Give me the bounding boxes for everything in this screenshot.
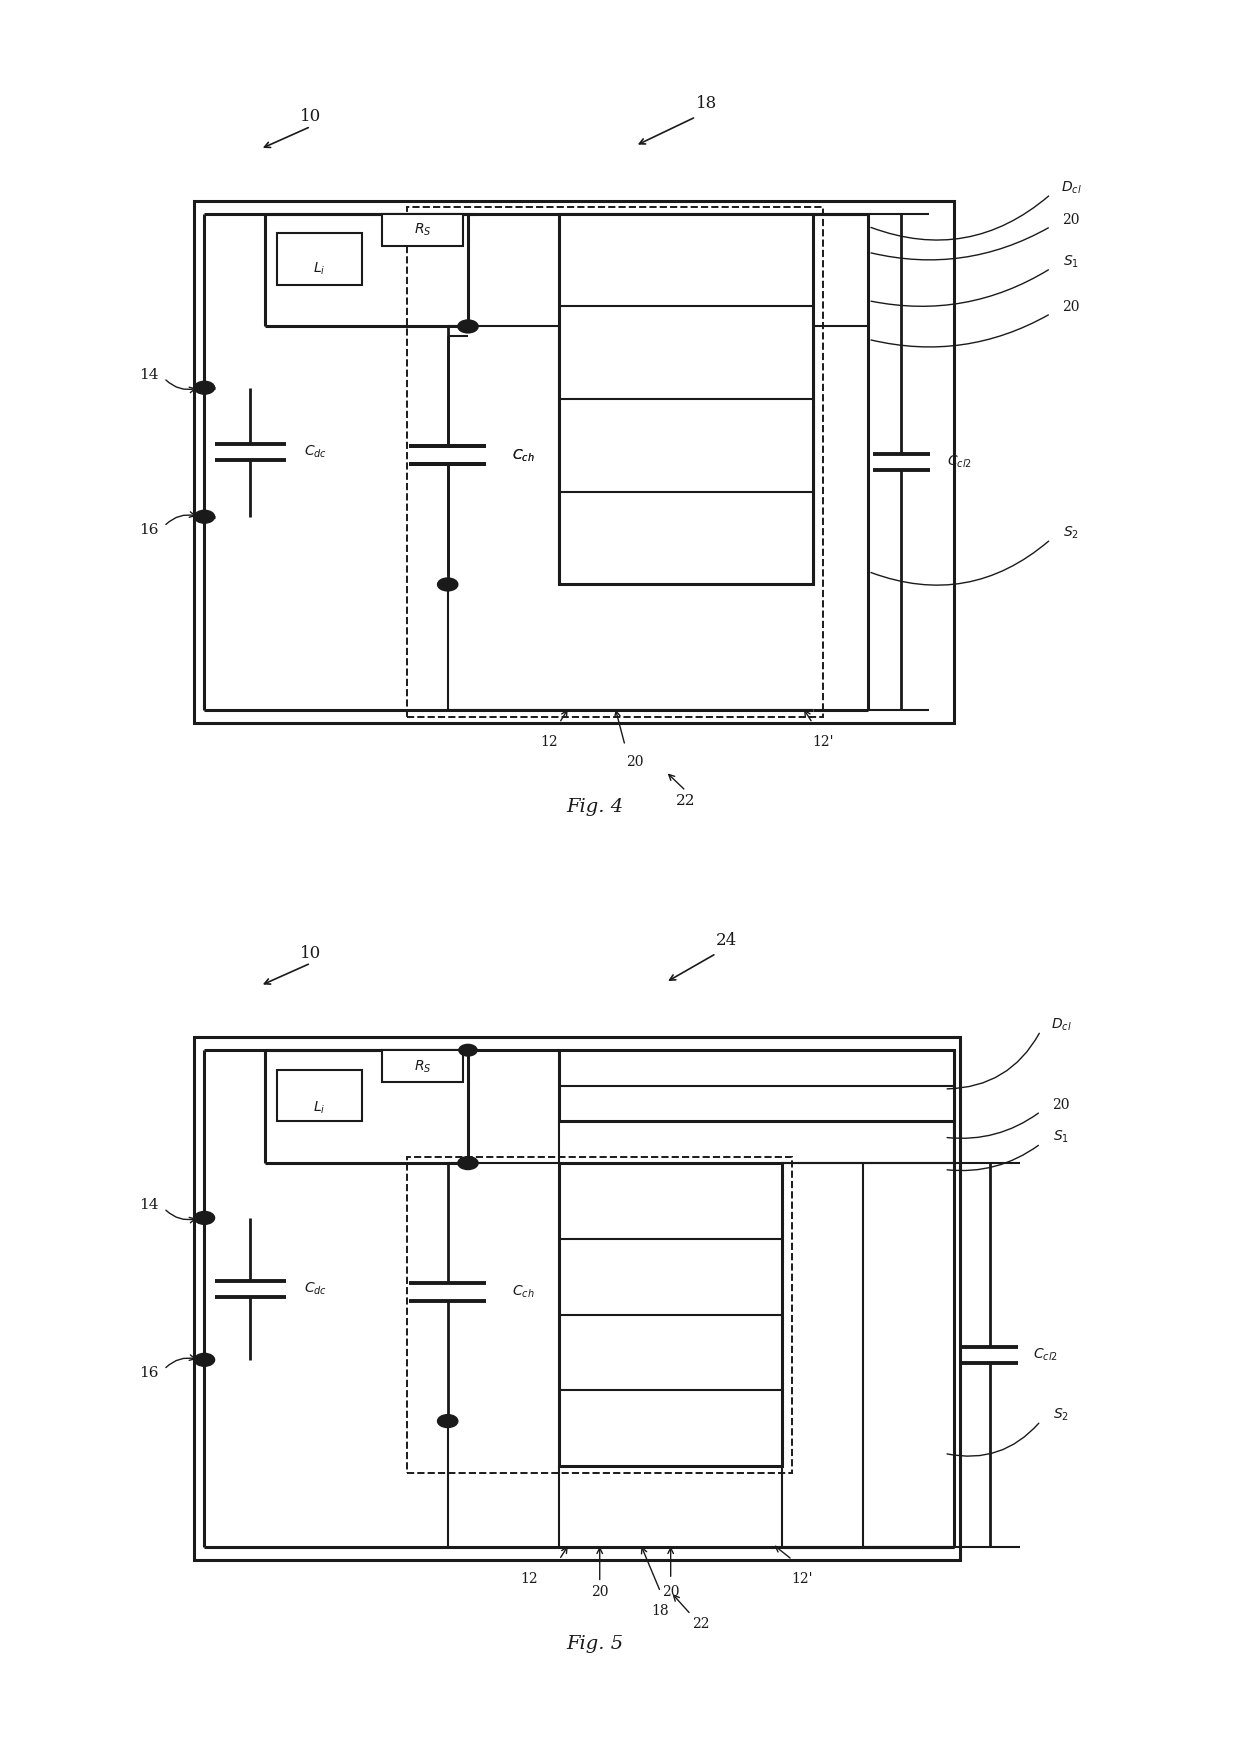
- Text: 20: 20: [1053, 1098, 1070, 1112]
- Bar: [382, 1051, 463, 1082]
- Text: $R_S$: $R_S$: [414, 221, 432, 237]
- Bar: [382, 214, 463, 246]
- Text: 18: 18: [696, 96, 717, 112]
- Circle shape: [458, 321, 479, 333]
- Text: $D_{cl}$: $D_{cl}$: [1060, 180, 1081, 195]
- Text: $C_{cl2}$: $C_{cl2}$: [1033, 1347, 1058, 1363]
- Text: 14: 14: [139, 368, 159, 382]
- Bar: [195, 200, 955, 723]
- Circle shape: [438, 579, 458, 591]
- Text: 12': 12': [791, 1572, 813, 1586]
- Text: $S_2$: $S_2$: [1063, 525, 1079, 540]
- Text: $D_{cl}$: $D_{cl}$: [1050, 1016, 1071, 1032]
- Bar: [278, 234, 362, 284]
- Text: 20: 20: [662, 1584, 680, 1598]
- Circle shape: [458, 1157, 479, 1170]
- Text: 16: 16: [139, 1367, 159, 1380]
- Bar: [407, 207, 822, 716]
- Text: 22: 22: [676, 793, 696, 807]
- Text: 12: 12: [541, 736, 558, 749]
- Text: 24: 24: [715, 933, 737, 948]
- Circle shape: [195, 511, 215, 523]
- Text: 20: 20: [591, 1584, 609, 1598]
- Text: $L_i$: $L_i$: [314, 260, 326, 277]
- Text: 10: 10: [300, 945, 321, 962]
- Text: 12': 12': [812, 736, 833, 749]
- Bar: [278, 1070, 362, 1121]
- Text: $C_{ch}$: $C_{ch}$: [512, 1285, 534, 1300]
- Text: $C_{ch}$: $C_{ch}$: [512, 448, 534, 464]
- Text: $S_1$: $S_1$: [1063, 254, 1079, 270]
- Circle shape: [459, 1044, 477, 1056]
- Circle shape: [195, 382, 215, 394]
- Bar: [407, 1157, 792, 1473]
- Text: 10: 10: [300, 108, 321, 125]
- Text: Fig. 4: Fig. 4: [567, 798, 624, 816]
- Bar: [559, 1051, 955, 1121]
- Circle shape: [459, 321, 477, 333]
- Text: $C_{dc}$: $C_{dc}$: [304, 1281, 327, 1297]
- Text: $S_2$: $S_2$: [1053, 1407, 1069, 1422]
- Text: $C_{cl2}$: $C_{cl2}$: [947, 453, 972, 471]
- Text: $C_{dc}$: $C_{dc}$: [304, 444, 327, 460]
- Text: $R_S$: $R_S$: [414, 1058, 432, 1074]
- Text: $S_1$: $S_1$: [1053, 1129, 1069, 1145]
- Bar: [559, 214, 812, 584]
- Text: 18: 18: [652, 1604, 670, 1619]
- Bar: [559, 1163, 782, 1466]
- Text: Fig. 5: Fig. 5: [567, 1635, 624, 1652]
- Text: 20: 20: [1063, 300, 1080, 314]
- Text: 14: 14: [139, 1197, 159, 1211]
- Text: 20: 20: [626, 755, 644, 769]
- Circle shape: [195, 1211, 215, 1224]
- Text: 16: 16: [139, 523, 159, 537]
- Text: $L_i$: $L_i$: [312, 1100, 325, 1117]
- Circle shape: [438, 1415, 458, 1428]
- Bar: [195, 1037, 960, 1560]
- Text: 12: 12: [520, 1572, 538, 1586]
- Text: 20: 20: [1063, 213, 1080, 227]
- Circle shape: [195, 1353, 215, 1367]
- Text: $C_{ch}$: $C_{ch}$: [512, 448, 534, 464]
- Text: 22: 22: [692, 1618, 709, 1631]
